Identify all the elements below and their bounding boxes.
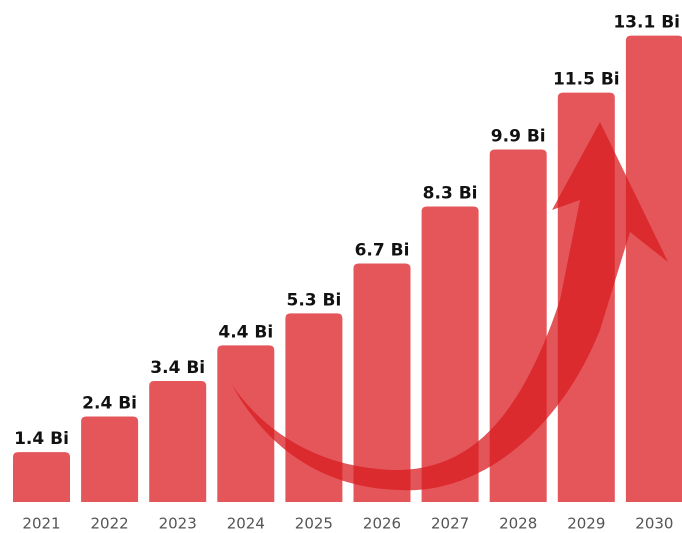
bar [13,452,70,502]
x-tick-label: 2024 [227,515,265,533]
value-label: 8.3 Bi [423,184,478,204]
arrow-shape [232,122,668,491]
value-label: 1.4 Bi [14,429,69,449]
x-tick-label: 2026 [363,515,401,533]
x-tick-label: 2029 [567,515,605,533]
value-label: 11.5 Bi [553,70,620,90]
value-label: 2.4 Bi [82,394,137,414]
bar [421,206,479,502]
value-label: 9.9 Bi [491,127,546,147]
bar [217,345,275,502]
x-tick-label: 2025 [295,515,333,533]
bar [353,263,411,502]
value-label: 13.1 Bi [613,13,680,33]
value-label: 6.7 Bi [355,240,410,260]
bar [625,35,682,502]
x-tick-label: 2028 [499,515,537,533]
trend-arrow [232,122,668,491]
bar [149,380,207,502]
x-tick-label: 2022 [91,515,129,533]
x-tick-label: 2021 [22,515,60,533]
bar [81,416,139,502]
x-tick-label: 2023 [159,515,197,533]
value-label: 3.4 Bi [150,358,205,378]
value-label: 4.4 Bi [218,322,273,342]
x-tick-label: 2030 [635,515,673,533]
x-tick-label: 2027 [431,515,469,533]
value-label: 5.3 Bi [286,290,341,310]
